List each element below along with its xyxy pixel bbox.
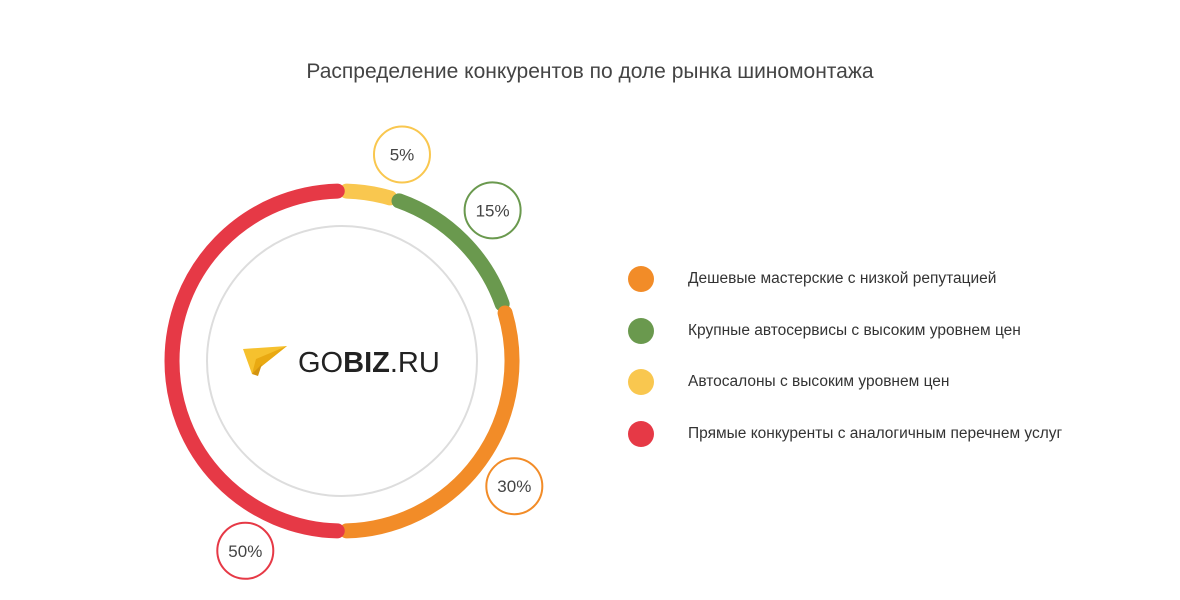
value-label: 50% [228,542,262,561]
value-bubble-circle [463,181,522,240]
value-bubble-circle [372,125,431,184]
legend-dot-icon [628,369,654,395]
logo-text-suffix: .RU [390,347,440,379]
donut-slice [164,183,345,539]
legend-dot-icon [628,420,654,447]
legend-item: Дешевые мастерские с низкой репутацией [628,266,1062,292]
value-bubble: 30% [485,457,544,516]
donut-slice [339,305,520,539]
donut-slice [339,183,398,206]
value-label: 15% [476,201,510,220]
value-bubble: 5% [372,125,431,184]
chart-title: Распределение конкурентов по доле рынка … [306,60,874,83]
legend-label: Автосалоны с высоким уровнем цен [688,373,950,390]
value-label: 30% [497,477,531,496]
value-label: 5% [390,146,415,165]
legend-item: Крупные автосервисы с высоким уровнем це… [628,317,1062,344]
legend-label: Дешевые мастерские с низкой репутацией [688,270,997,287]
logo-text-prefix: GO [298,347,343,379]
donut-slice [391,193,510,312]
value-bubble: 15% [463,181,522,240]
legend-label: Прямые конкуренты с аналогичным перечнем… [688,424,1063,442]
value-bubble-circle [485,457,544,516]
value-bubble-circle [216,521,275,580]
legend-item: Автосалоны с высоким уровнем цен [628,369,1062,395]
value-bubble: 50% [216,521,275,580]
gobiz-logo: GOBIZ.RU [243,346,440,379]
legend-dot-icon [628,266,654,292]
legend-item: Прямые конкуренты с аналогичным перечнем… [628,420,1063,447]
paper-plane-icon [243,346,287,376]
legend: Дешевые мастерские с низкой репутацией К… [628,266,1062,472]
logo-text-bold: BIZ [343,347,390,379]
inner-ring [206,225,478,497]
svg-text:GOBIZ.RU: GOBIZ.RU [298,347,440,379]
legend-dot-icon [628,317,654,344]
legend-label: Крупные автосервисы с высоким уровнем це… [688,321,1021,339]
